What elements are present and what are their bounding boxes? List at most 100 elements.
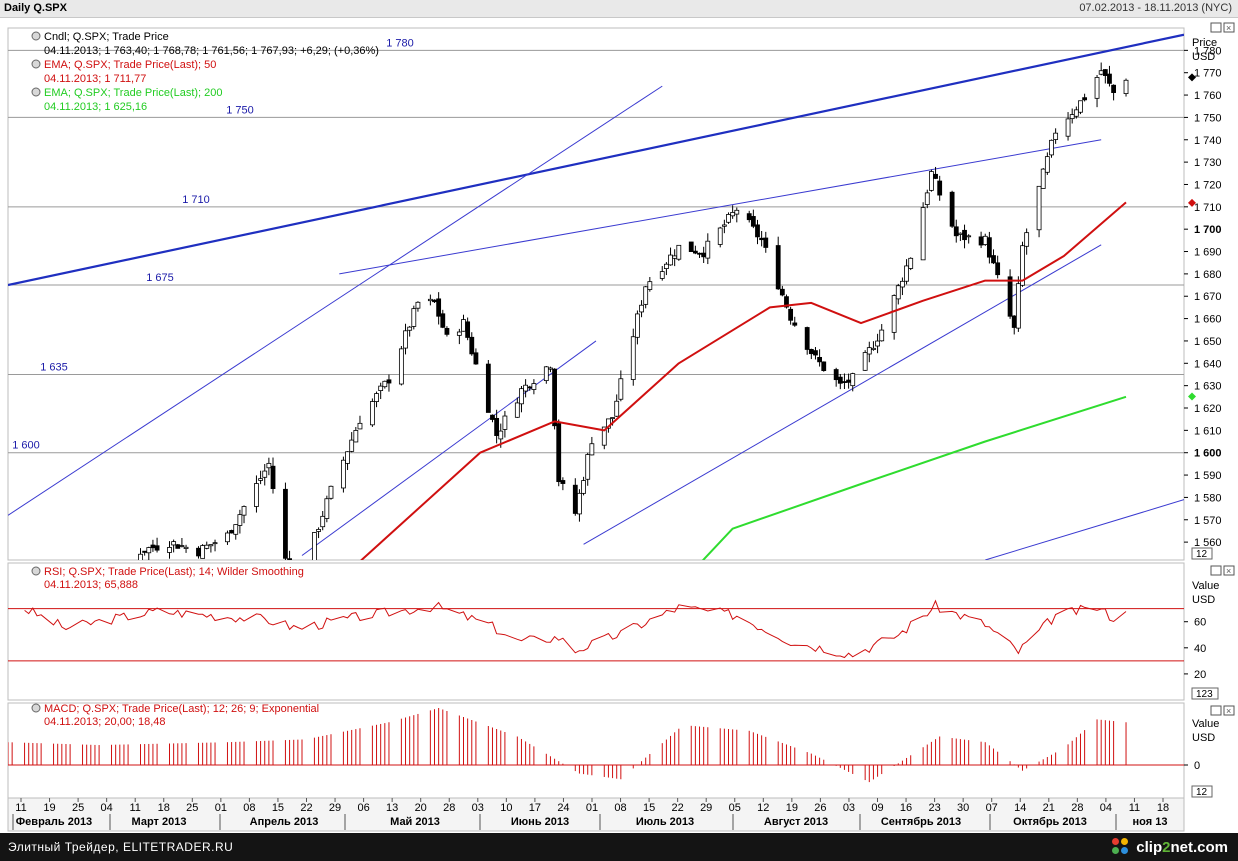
candle-body xyxy=(920,207,926,261)
macd-legend-values: 04.11.2013; 20,00; 18,48 xyxy=(44,716,166,728)
candle-body xyxy=(498,430,504,440)
candle-body xyxy=(150,544,156,549)
price-legend: Cndl; Q.SPX; Trade Price 04.11.2013; 1 7… xyxy=(31,31,379,113)
candle-body xyxy=(345,451,350,464)
candle-body xyxy=(1078,100,1083,113)
price-axis-label: 1 740 xyxy=(1194,135,1222,147)
candle-body xyxy=(647,281,653,290)
macd-axis-unit: USD xyxy=(1192,732,1215,744)
candle-body xyxy=(154,545,160,551)
candle-body xyxy=(746,213,752,221)
candle-body xyxy=(991,255,996,264)
candle-body xyxy=(1011,315,1017,328)
candle-body xyxy=(262,470,268,478)
logo-text-3: net.com xyxy=(1170,838,1228,856)
time-axis-month-label: Октябрь 2013 xyxy=(1013,816,1087,828)
trendline-steep xyxy=(8,85,663,516)
candle-body xyxy=(808,348,814,355)
candle-body xyxy=(581,480,586,494)
price-panel-buttons: × xyxy=(1210,22,1235,33)
candle-body xyxy=(527,386,533,389)
time-axis-day-label: 15 xyxy=(643,802,655,814)
time-axis-day-label: 18 xyxy=(158,802,170,814)
clip2net-logo: clip 2 net.com xyxy=(1112,836,1228,858)
footer-credit: Элитный Трейдер, ELITETRADER.RU xyxy=(8,840,234,854)
candle-body xyxy=(427,298,433,302)
chart-area[interactable]: 1 780 1 750 1 710 1 675 1 635 1 600 1 780 1 77… xyxy=(0,18,1238,833)
candle-body xyxy=(957,232,963,235)
candle-body xyxy=(1020,245,1025,286)
candle-body xyxy=(788,308,794,321)
time-axis-day-label: 07 xyxy=(986,802,998,814)
candle-body xyxy=(900,280,905,288)
candle-body xyxy=(316,529,321,532)
candle-body xyxy=(933,173,938,179)
candle-body xyxy=(813,350,818,356)
price-axis-label: 1 730 xyxy=(1194,157,1222,169)
candle-body xyxy=(572,484,578,514)
candle-body xyxy=(1007,276,1013,317)
time-axis-day-label: 11 xyxy=(129,802,140,814)
candle-body xyxy=(266,462,272,469)
candle-body xyxy=(403,330,408,349)
macd-axis-title: Value xyxy=(1192,718,1219,730)
candle-body xyxy=(469,336,475,355)
rsi-axis-corner[interactable] xyxy=(1191,687,1219,700)
close-button[interactable] xyxy=(1223,705,1235,716)
candle-body xyxy=(523,384,529,392)
time-axis-bg xyxy=(7,797,1185,832)
time-axis-day-label: 29 xyxy=(700,802,712,814)
candle-body xyxy=(229,530,235,534)
candle-body xyxy=(1082,97,1088,101)
logo-dots-icon xyxy=(1112,838,1132,856)
minimize-button[interactable] xyxy=(1210,565,1222,576)
price-axis-label: 1 640 xyxy=(1194,358,1222,370)
time-axis-day-label: 19 xyxy=(786,802,798,814)
price-axis-corner[interactable] xyxy=(1191,547,1213,560)
time-axis-day-label: 03 xyxy=(843,802,855,814)
time-axis-day-label: 28 xyxy=(1071,802,1083,814)
candle-body xyxy=(821,361,827,371)
time-axis-month-label: Сентябрь 2013 xyxy=(881,816,961,828)
minimize-button[interactable] xyxy=(1210,22,1222,33)
candle-body xyxy=(879,329,885,342)
footer-bar: Элитный Трейдер, ELITETRADER.RU clip 2 net… xyxy=(0,833,1238,861)
candle-body xyxy=(676,244,682,260)
candle-body xyxy=(270,465,276,489)
candle-body xyxy=(167,547,172,553)
candle-body xyxy=(763,237,769,248)
price-axis-label: 1 660 xyxy=(1194,314,1222,326)
close-button[interactable] xyxy=(1223,565,1235,576)
candle-body xyxy=(328,485,334,499)
candle-body xyxy=(432,299,437,303)
time-axis-day-label: 22 xyxy=(300,802,312,814)
time-axis-day-label: 17 xyxy=(529,802,541,814)
legend-ema200-values: 04.11.2013; 1 625,16 xyxy=(44,101,147,113)
candle-body xyxy=(962,229,967,241)
time-axis-day-label: 09 xyxy=(871,802,883,814)
candle-body xyxy=(875,340,880,347)
candle-body xyxy=(908,257,914,269)
candle-body xyxy=(755,224,760,238)
chart-title: Daily Q.SPX xyxy=(4,2,67,14)
rsi-axis-title: Value xyxy=(1192,580,1219,592)
chart-title-bar: Daily Q.SPX 07.02.2013 - 18.11.2013 (NYC… xyxy=(0,0,1238,18)
macd-axis-corner[interactable] xyxy=(1191,785,1213,798)
price-axis-label: 1 610 xyxy=(1194,425,1222,437)
candle-body xyxy=(953,226,959,237)
candle-body xyxy=(382,380,388,388)
candle-body xyxy=(635,313,640,338)
last-close-marker xyxy=(1188,73,1196,82)
candle-body xyxy=(514,402,520,418)
candle-body xyxy=(212,542,218,545)
time-axis-day-label: 06 xyxy=(357,802,369,814)
candle-body xyxy=(924,192,930,205)
close-button[interactable] xyxy=(1223,22,1235,33)
level-label: 1 600 xyxy=(12,440,40,452)
time-axis-day-label: 01 xyxy=(586,802,598,814)
time-axis-day-label: 03 xyxy=(472,802,484,814)
candle-body xyxy=(444,327,450,335)
minimize-button[interactable] xyxy=(1210,705,1222,716)
candle-body xyxy=(225,532,230,543)
candle-body xyxy=(146,547,152,554)
